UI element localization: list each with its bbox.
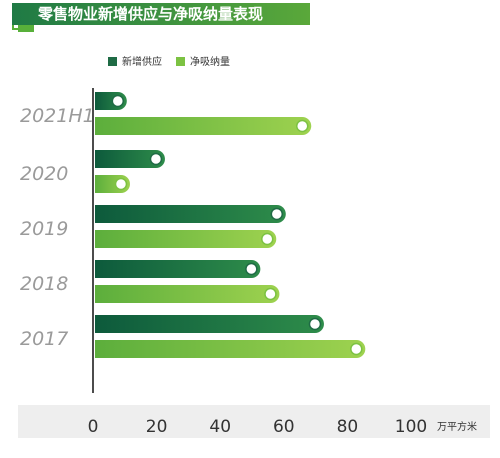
bar-new-supply	[95, 260, 261, 278]
bar-end-dot	[261, 232, 274, 246]
x-axis-band	[18, 405, 490, 438]
category-label: 2019	[20, 218, 68, 240]
category-label: 2020	[20, 163, 68, 185]
bar-end-dot	[111, 94, 125, 108]
bar-end-dot	[308, 317, 322, 331]
bar-end-dot	[295, 119, 309, 133]
legend-label-0: 新增供应	[122, 55, 162, 68]
bar-net-absorption	[95, 117, 312, 135]
bar-end-dot	[149, 152, 163, 166]
bar-net-absorption	[95, 230, 277, 248]
x-tick-label: 0	[88, 417, 99, 437]
x-tick-label: 100	[395, 417, 427, 437]
x-tick-label: 20	[146, 417, 168, 437]
category-label: 2018	[20, 273, 68, 295]
x-tick-label: 60	[273, 417, 295, 437]
bar-new-supply	[95, 150, 165, 168]
bar-end-dot	[270, 207, 284, 221]
bar-end-dot	[114, 177, 128, 191]
legend-swatch-1	[176, 57, 185, 66]
legend-label-1: 净吸纳量	[190, 55, 230, 68]
legend-swatch-0	[108, 57, 117, 66]
bar-new-supply	[95, 205, 286, 223]
x-tick-label: 80	[337, 417, 359, 437]
chart-title: 零售物业新增供应与净吸纳量表现	[38, 5, 264, 23]
bar-net-absorption	[95, 285, 280, 303]
category-label: 2017	[20, 328, 68, 350]
title-bar	[12, 3, 310, 25]
x-tick-label: 40	[209, 417, 231, 437]
bar-end-dot	[245, 262, 258, 276]
bar-end-dot	[264, 287, 277, 301]
bar-end-dot	[350, 342, 363, 356]
category-label: 2021H1	[20, 105, 95, 127]
bar-net-absorption	[95, 340, 366, 358]
bar-new-supply	[95, 315, 324, 333]
x-axis-unit: 万平方米	[437, 420, 477, 433]
